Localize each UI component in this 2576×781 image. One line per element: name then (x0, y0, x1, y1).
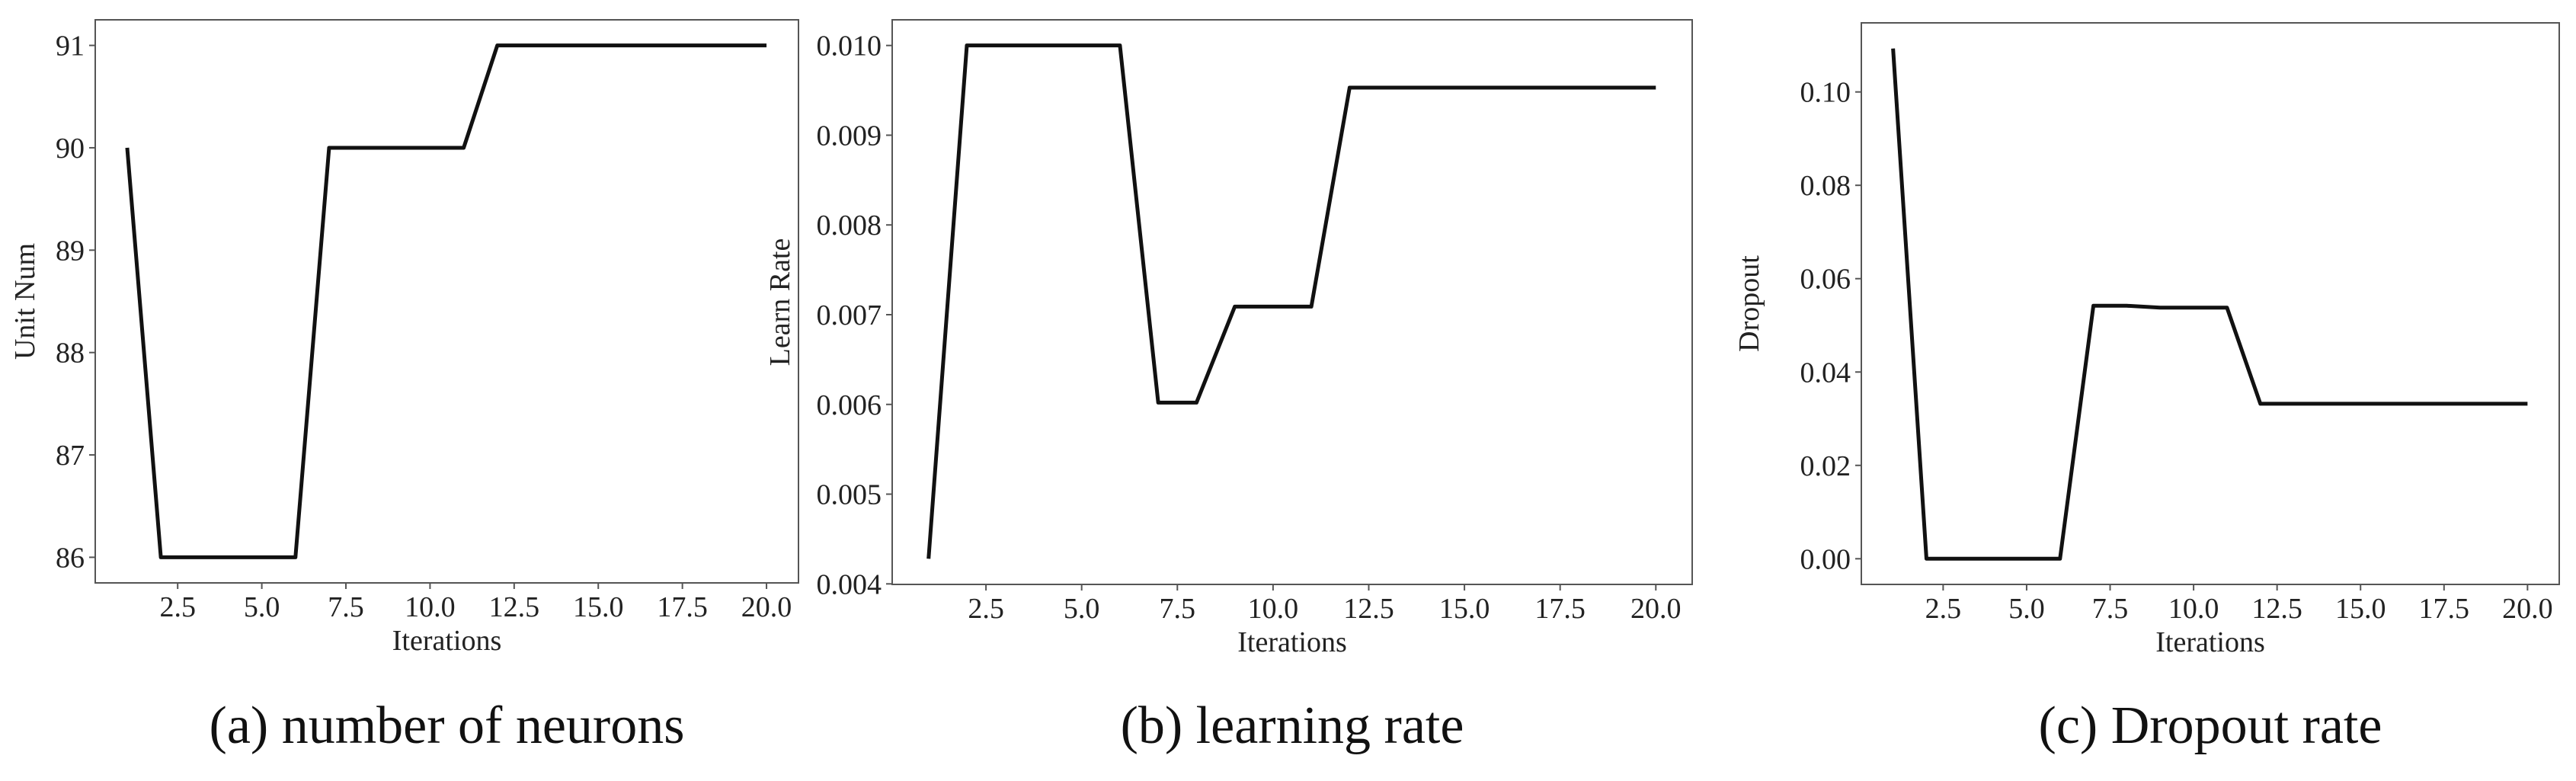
x-tick-label: 5.0 (1064, 593, 1100, 625)
data-line (125, 43, 767, 559)
x-tick-label: 12.5 (1343, 593, 1394, 625)
x-tick-label: 7.5 (2092, 593, 2129, 625)
x-tick-label: 7.5 (1160, 593, 1196, 625)
x-axis-label: Iterations (2155, 626, 2265, 658)
x-tick-label: 17.5 (1534, 593, 1586, 625)
y-tick-label: 0.02 (1800, 450, 1851, 482)
x-tick-label: 5.0 (2008, 593, 2045, 625)
x-tick-label: 10.0 (2168, 593, 2219, 625)
plot-frame (891, 19, 1693, 585)
y-tick-label: 0.08 (1800, 170, 1851, 202)
y-tick-label: 89 (56, 235, 85, 267)
y-axis-label: Learn Rate (764, 238, 796, 366)
data-line (1891, 48, 2528, 561)
y-tick-label: 86 (56, 542, 85, 574)
x-tick-label: 12.5 (2251, 593, 2302, 625)
y-tick-label: 0.009 (817, 120, 882, 152)
y-tick-label: 0.10 (1800, 77, 1851, 109)
y-tick-label: 0.00 (1800, 543, 1851, 575)
x-tick-label: 20.0 (1630, 593, 1682, 625)
y-tick-label: 87 (56, 440, 85, 472)
plot-frame (94, 19, 799, 584)
x-tick-label: 2.5 (1925, 593, 1962, 625)
y-tick-label: 0.005 (817, 479, 882, 511)
x-tick-label: 7.5 (328, 591, 364, 623)
y-tick-label: 88 (56, 338, 85, 370)
x-tick-label: 15.0 (573, 591, 624, 623)
plot-frame (1861, 22, 2560, 585)
caption: (a) number of neurons (210, 696, 685, 755)
y-axis-label: Dropout (1733, 255, 1765, 352)
caption: (b) learning rate (1121, 696, 1464, 755)
x-tick-label: 15.0 (2335, 593, 2386, 625)
y-tick-label: 0.008 (817, 210, 882, 242)
x-tick-label: 20.0 (741, 591, 792, 623)
caption: (c) Dropout rate (2039, 696, 2382, 755)
x-tick-label: 17.5 (657, 591, 708, 623)
x-axis-label: Iterations (1237, 626, 1347, 658)
x-tick-label: 5.0 (244, 591, 280, 623)
y-tick-label: 0.06 (1800, 264, 1851, 296)
x-tick-label: 12.5 (489, 591, 540, 623)
y-tick-label: 91 (56, 30, 85, 62)
data-line (926, 43, 1656, 559)
y-tick-label: 0.007 (817, 299, 882, 331)
x-tick-label: 10.0 (405, 591, 456, 623)
y-tick-label: 90 (56, 133, 85, 165)
x-tick-label: 17.5 (2419, 593, 2470, 625)
x-axis-label: Iterations (392, 625, 502, 657)
x-tick-label: 2.5 (159, 591, 196, 623)
x-tick-label: 15.0 (1439, 593, 1490, 625)
y-tick-label: 0.04 (1800, 357, 1851, 389)
y-tick-label: 0.006 (817, 389, 882, 421)
y-tick-label: 0.010 (817, 30, 882, 62)
x-tick-label: 20.0 (2502, 593, 2553, 625)
y-tick-label: 0.004 (817, 568, 882, 600)
y-axis-label: Unit Num (9, 243, 41, 360)
x-tick-label: 2.5 (968, 593, 1004, 625)
x-tick-label: 10.0 (1248, 593, 1299, 625)
